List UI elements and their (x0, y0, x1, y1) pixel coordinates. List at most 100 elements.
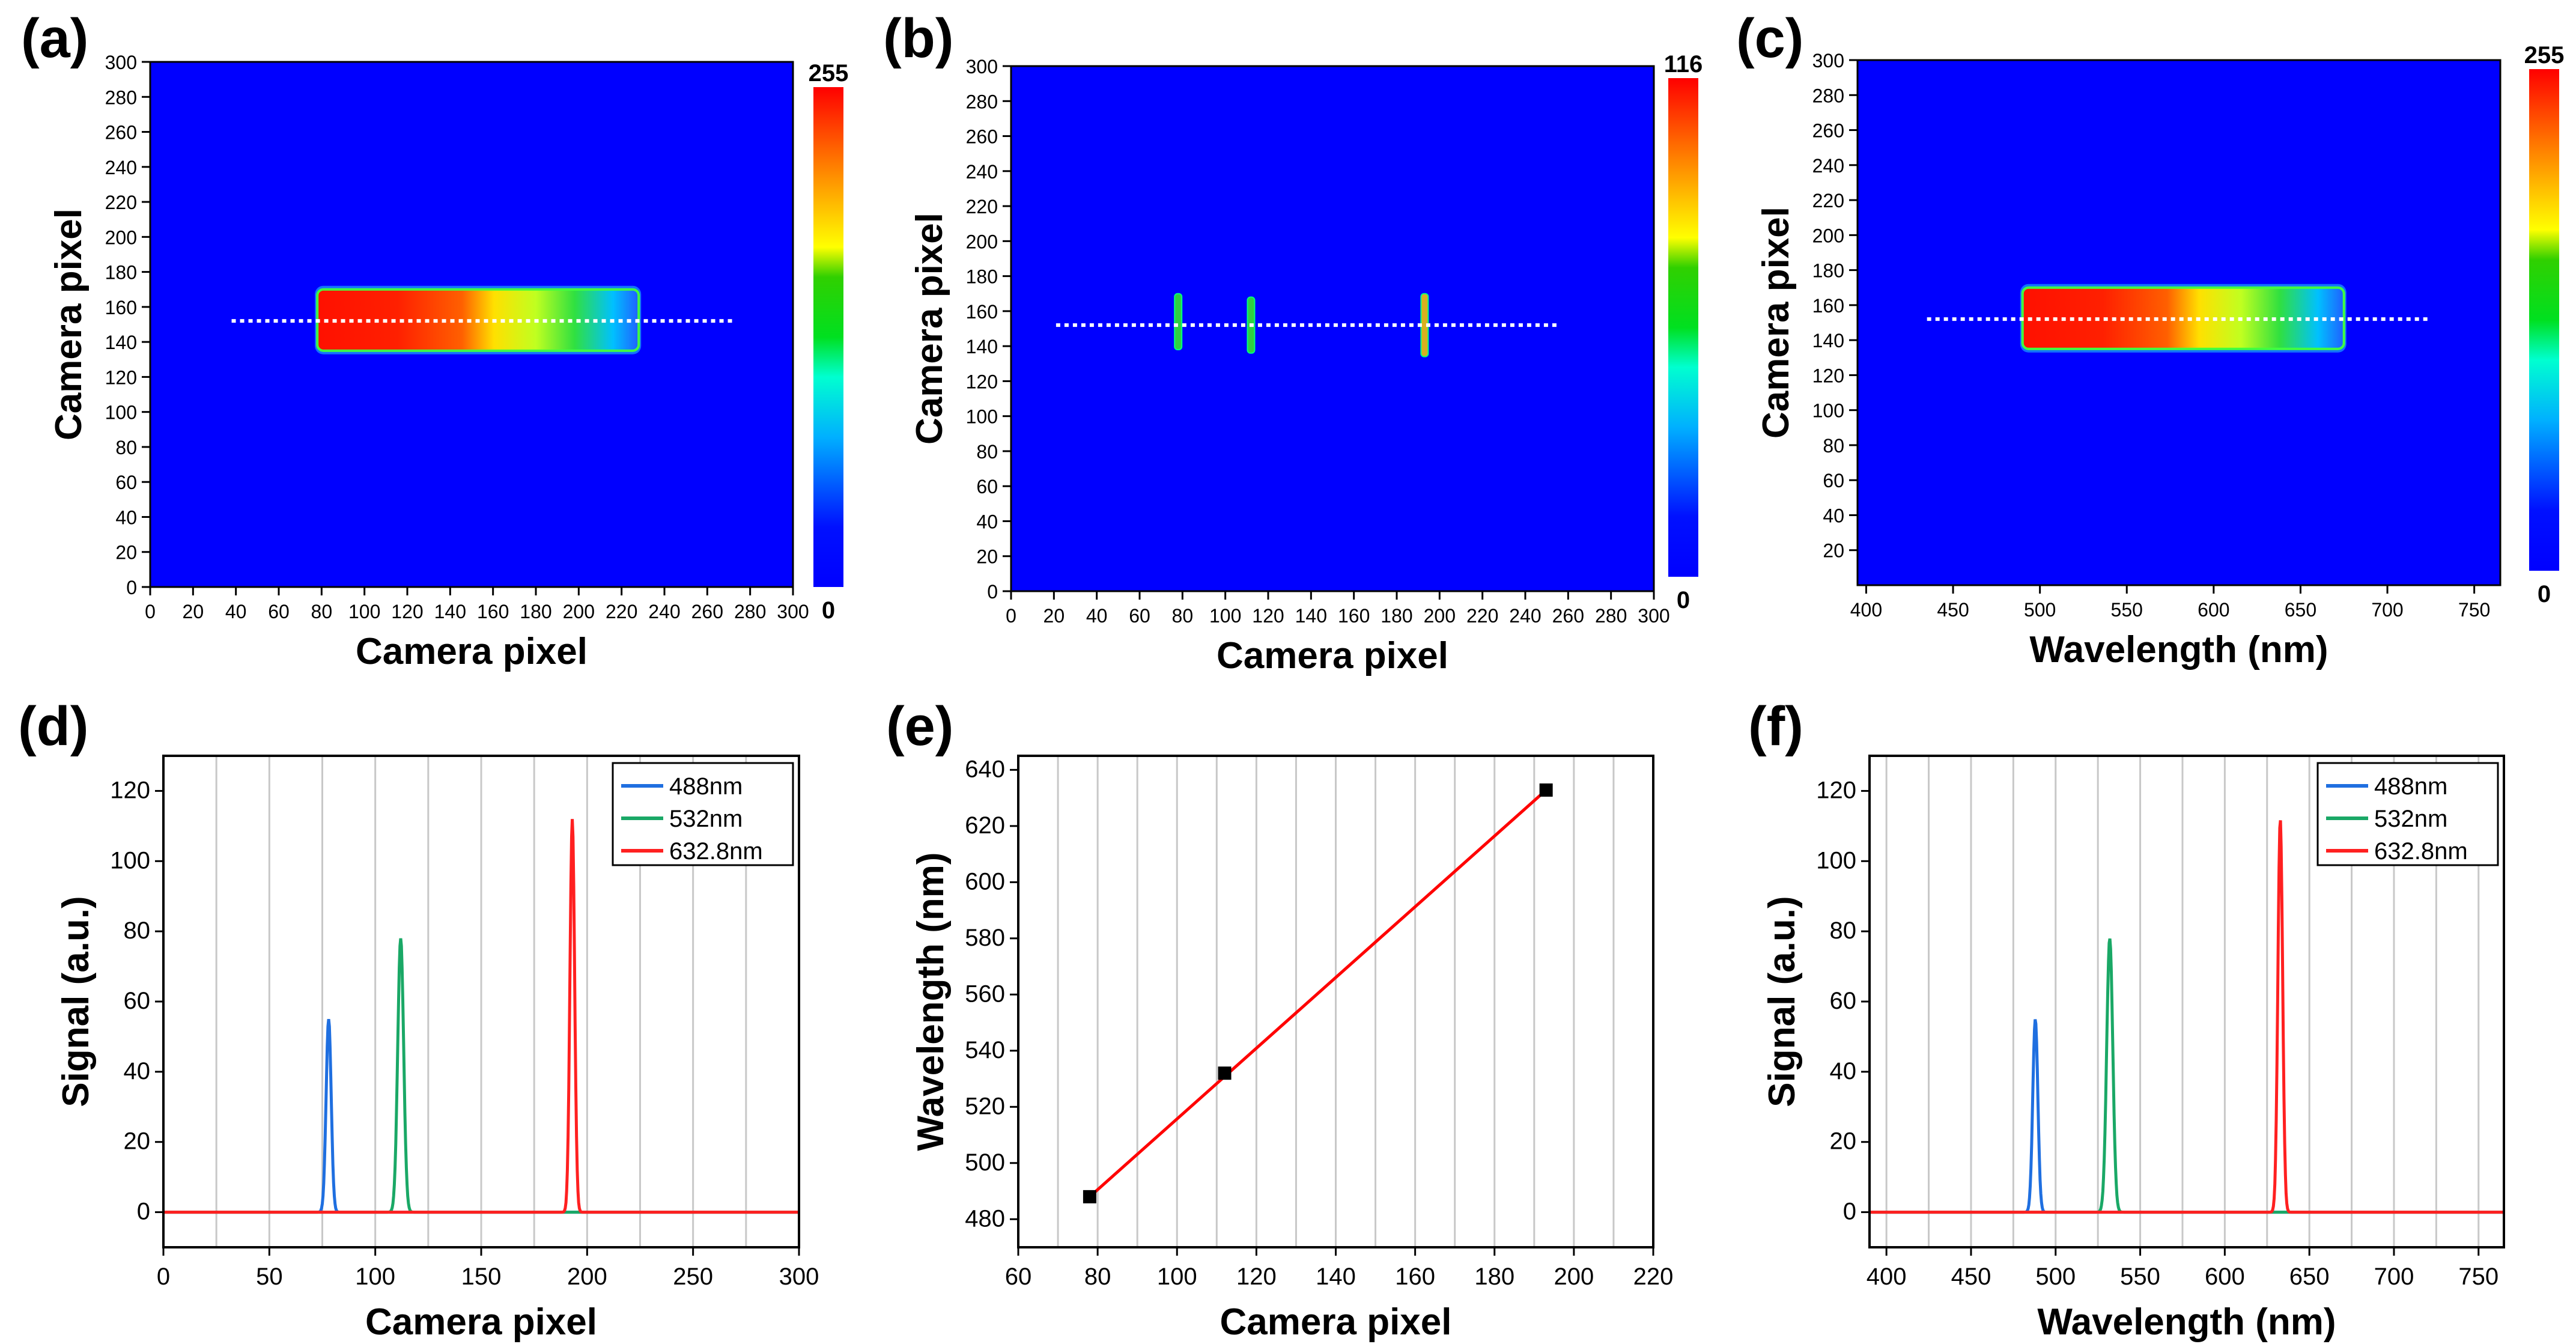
y-tick-label: 260 (966, 126, 998, 148)
y-tick-label: 500 (965, 1149, 1005, 1176)
y-tick-label: 240 (105, 157, 137, 178)
x-tick-label: 550 (2111, 599, 2143, 621)
x-tick-label: 140 (1295, 605, 1327, 627)
x-tick-label: 220 (606, 601, 637, 622)
y-tick-label: 540 (965, 1037, 1005, 1063)
y-tick-label: 100 (1816, 847, 1856, 874)
y-tick-label: 300 (105, 52, 137, 73)
y-tick-label: 160 (105, 297, 137, 318)
x-tick-label: 400 (1867, 1263, 1907, 1290)
x-tick-label: 280 (734, 601, 766, 622)
y-tick-label: 280 (105, 87, 137, 108)
x-tick-label: 50 (256, 1263, 283, 1290)
y-tick-label: 80 (115, 437, 137, 458)
y-tick-label: 0 (987, 581, 998, 603)
y-tick-label: 60 (124, 988, 151, 1014)
legend: 488nm 532nm 632.8nm (612, 762, 794, 866)
plot-frame (149, 61, 794, 588)
plot-frame (1856, 59, 2502, 586)
x-axis-title: Camera pixel (1217, 635, 1448, 677)
x-tick-label: 450 (1951, 1263, 1991, 1290)
x-tick-label: 60 (1129, 605, 1150, 627)
y-tick-label: 220 (1812, 190, 1844, 211)
x-tick-label: 200 (563, 601, 595, 622)
y-tick-label: 160 (1812, 295, 1844, 317)
y-tick-label: 120 (110, 777, 150, 803)
x-tick-label: 600 (2205, 1263, 2245, 1290)
x-tick-label: 100 (355, 1263, 395, 1290)
plot-frame (162, 755, 800, 1248)
x-tick-label: 180 (1474, 1263, 1514, 1290)
colorbar (2529, 69, 2559, 571)
data-point (1539, 783, 1553, 797)
x-tick-label: 220 (1466, 605, 1498, 627)
plot-frame (1868, 755, 2505, 1248)
y-tick-label: 40 (1823, 505, 1844, 526)
plot-frame (1010, 65, 1655, 592)
legend-label: 488nm (2374, 773, 2447, 800)
y-tick-label: 280 (1812, 85, 1844, 106)
x-axis-title: Wavelength (nm) (2037, 1301, 2336, 1343)
y-axis-title: Camera pixel (909, 213, 950, 445)
x-tick-label: 260 (1552, 605, 1584, 627)
y-tick-label: 0 (1843, 1199, 1856, 1225)
y-tick-label: 100 (105, 402, 137, 424)
x-tick-label: 250 (673, 1263, 713, 1290)
y-tick-label: 120 (105, 366, 137, 388)
y-tick-label: 240 (1812, 155, 1844, 177)
y-tick-label: 180 (1812, 260, 1844, 282)
colorbar-min-label: 0 (2538, 581, 2551, 607)
y-axis-title: Wavelength (nm) (910, 852, 952, 1151)
x-tick-label: 260 (691, 601, 723, 622)
y-tick-label: 220 (105, 192, 137, 213)
y-tick-label: 280 (966, 91, 998, 112)
x-tick-label: 20 (183, 601, 204, 622)
y-tick-label: 100 (110, 847, 150, 874)
x-tick-label: 200 (567, 1263, 607, 1290)
x-tick-label: 200 (1554, 1263, 1594, 1290)
y-tick-label: 160 (966, 301, 998, 323)
panel-label: (f) (1748, 696, 1803, 757)
legend-label: 488nm (669, 773, 743, 800)
x-tick-label: 700 (2374, 1263, 2414, 1290)
colorbar (813, 87, 843, 587)
y-tick-label: 120 (1812, 365, 1844, 386)
x-axis-title: Wavelength (nm) (2029, 629, 2328, 670)
panel-c: (c) 255 0 400 450 500 550 600 650 700 750 20 40 60 80 1… (1736, 8, 2564, 670)
x-tick-label: 20 (1043, 605, 1065, 627)
x-tick-label: 300 (1638, 605, 1669, 627)
series-632-8nm-line (163, 819, 799, 1214)
x-tick-label: 500 (2035, 1263, 2076, 1290)
y-axis-title: Signal (a.u.) (1761, 896, 1803, 1107)
y-tick-label: 120 (1816, 777, 1856, 803)
y-tick-label: 240 (966, 161, 998, 183)
data-point (1218, 1066, 1232, 1080)
x-axis-title: Camera pixel (1220, 1301, 1452, 1343)
legend-box (612, 762, 794, 866)
x-tick-label: 40 (225, 601, 247, 622)
y-tick-label: 300 (1812, 50, 1844, 71)
panel-d: (d) 0 50 100 150 200 250 300 0 20 40 60 80 100 120 Came… (18, 696, 819, 1343)
y-tick-label: 560 (965, 981, 1005, 1007)
x-tick-label: 240 (648, 601, 680, 622)
x-tick-label: 400 (1850, 599, 1882, 621)
y-axis-title: Camera pixel (1755, 207, 1797, 439)
y-tick-label: 40 (124, 1058, 151, 1084)
panel-label: (d) (18, 696, 88, 757)
y-tick-label: 100 (1812, 400, 1844, 422)
x-tick-label: 40 (1086, 605, 1108, 627)
y-tick-label: 20 (124, 1128, 151, 1155)
y-tick-label: 120 (966, 371, 998, 392)
colorbar-max-label: 255 (2524, 42, 2565, 68)
legend-box (2316, 762, 2499, 866)
x-tick-label: 750 (2458, 1263, 2499, 1290)
y-tick-label: 20 (1830, 1128, 1857, 1155)
x-tick-label: 300 (779, 1263, 819, 1290)
panel-label: (c) (1736, 8, 1803, 69)
legend-label: 632.8nm (669, 838, 763, 865)
x-tick-label: 160 (1395, 1263, 1435, 1290)
x-tick-label: 280 (1595, 605, 1627, 627)
y-tick-label: 520 (965, 1093, 1005, 1119)
